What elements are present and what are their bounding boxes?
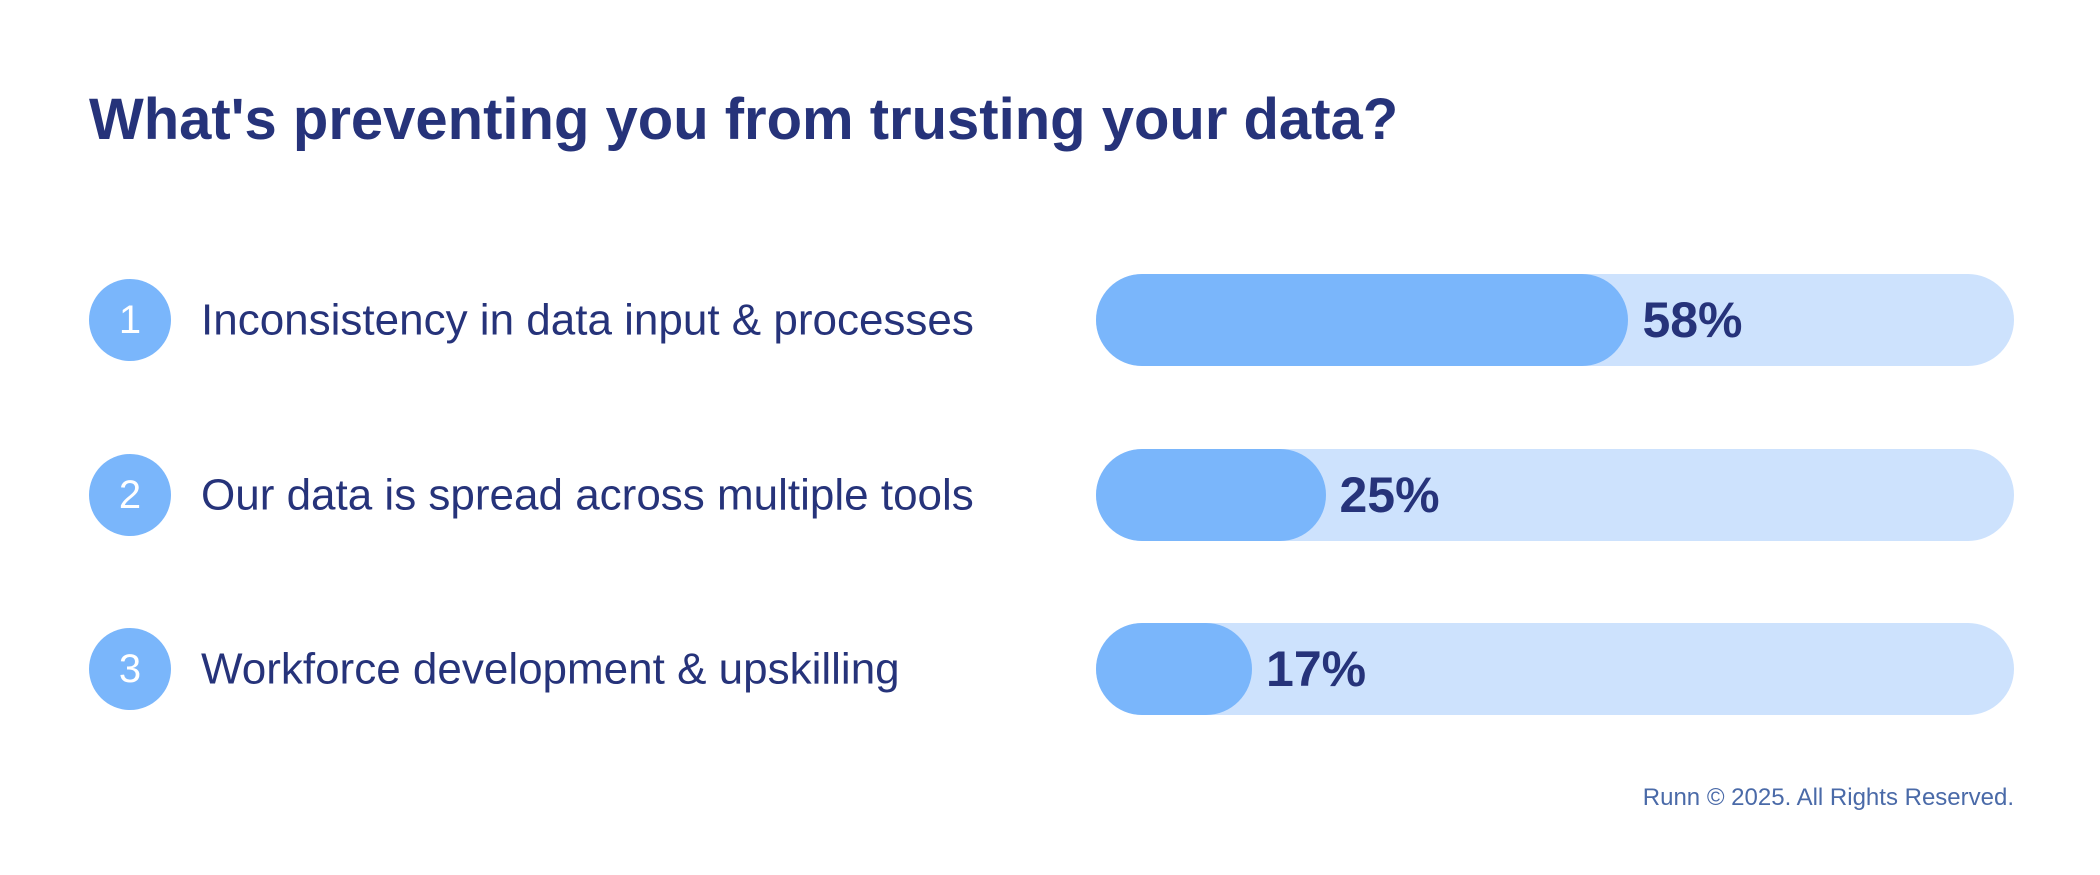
category-label-3: Workforce development & upskilling bbox=[201, 644, 900, 694]
bar-value-label-3: 17% bbox=[1266, 641, 1367, 697]
chart-title: What's preventing you from trusting your… bbox=[89, 87, 1399, 152]
bar-track-3: 17% bbox=[1096, 623, 2014, 715]
bar-value-label-2: 25% bbox=[1339, 467, 1440, 523]
bar-row-2: 2 Our data is spread across multiple too… bbox=[0, 449, 2100, 541]
bar-track-2: 25% bbox=[1096, 449, 2014, 541]
bar-track-1: 58% bbox=[1096, 274, 2014, 366]
copyright-footer: Runn © 2025. All Rights Reserved. bbox=[1642, 784, 2014, 811]
bar-fill-3 bbox=[1096, 623, 1253, 715]
bar-fill-2 bbox=[1096, 449, 1326, 541]
bar-row-1: 1 Inconsistency in data input & processe… bbox=[0, 274, 2100, 366]
bar-value-label-1: 58% bbox=[1642, 292, 1743, 348]
category-label-2: Our data is spread across multiple tools bbox=[201, 470, 974, 520]
rank-badge-1: 1 bbox=[89, 279, 171, 361]
rank-badge-3: 3 bbox=[89, 628, 171, 710]
bar-fill-1 bbox=[1096, 274, 1629, 366]
bar-row-3: 3 Workforce development & upskilling 17% bbox=[0, 623, 2100, 715]
rank-badge-2: 2 bbox=[89, 454, 171, 536]
category-label-1: Inconsistency in data input & processes bbox=[201, 295, 974, 345]
